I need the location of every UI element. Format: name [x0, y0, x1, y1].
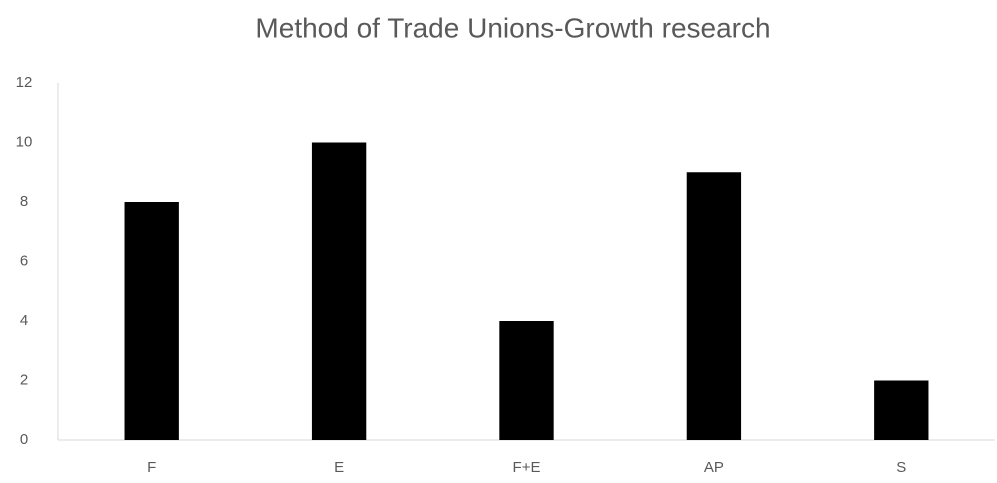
bar: [311, 142, 367, 440]
x-tick-label: F+E: [513, 459, 541, 476]
y-tick-label: 6: [20, 252, 28, 269]
y-tick-label: 4: [20, 312, 28, 329]
bar: [499, 321, 554, 440]
y-tick-label: 0: [20, 431, 28, 448]
y-tick-label: 10: [16, 133, 33, 150]
y-tick-label: 2: [20, 371, 28, 388]
y-tick-label: 8: [20, 193, 28, 210]
y-tick-label: 12: [16, 74, 33, 91]
x-tick-label: F: [147, 459, 156, 476]
bar: [124, 202, 179, 440]
x-tick-label: E: [334, 459, 344, 476]
x-tick-label: S: [896, 459, 906, 476]
x-tick-label: AP: [704, 459, 724, 476]
bar: [686, 172, 742, 440]
chart-title: Method of Trade Unions-Growth research: [255, 12, 770, 43]
bar: [874, 380, 929, 440]
